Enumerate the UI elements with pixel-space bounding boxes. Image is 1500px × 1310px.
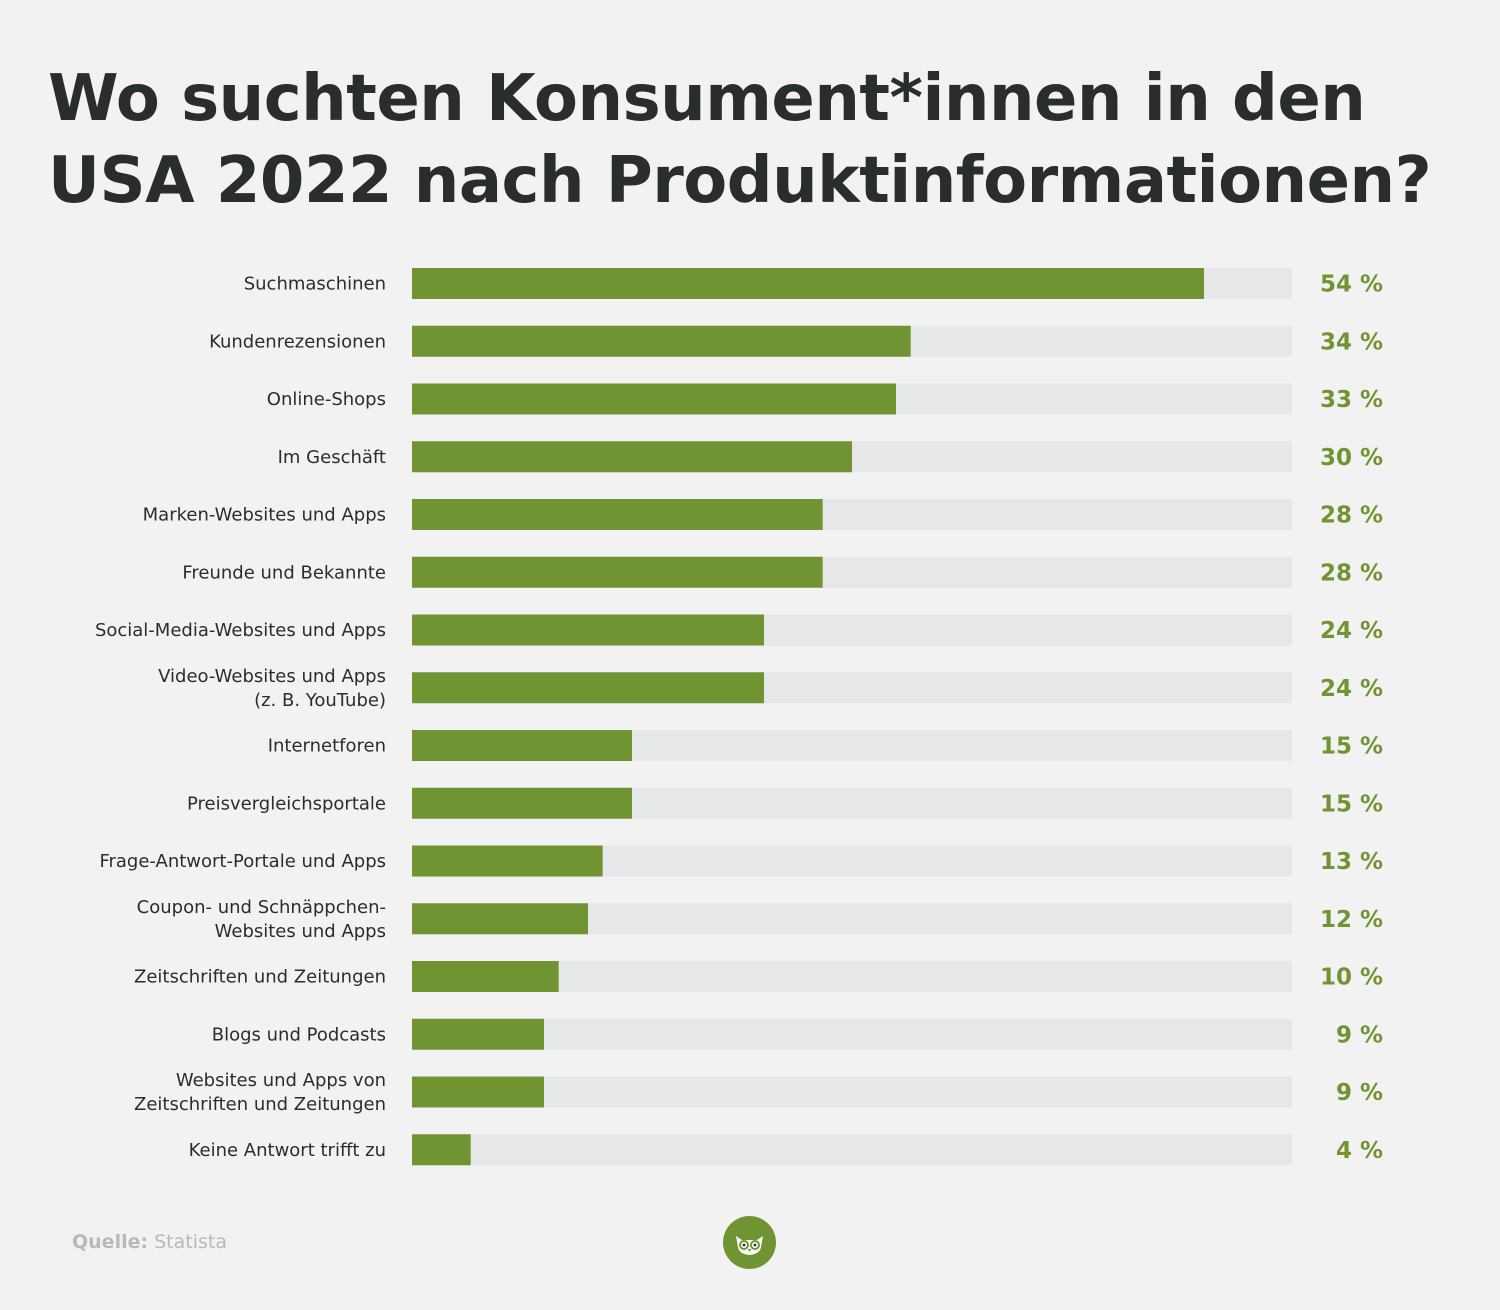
source-label: Quelle:	[72, 1231, 149, 1253]
bar-track	[412, 1076, 1292, 1108]
bar	[412, 672, 764, 704]
category-label: Websites und Apps von Zeitschriften und Z…	[134, 1070, 386, 1115]
bar	[412, 441, 852, 473]
bar	[412, 325, 911, 357]
category-label: Online-Shops	[267, 389, 386, 410]
value-label: 28 %	[1320, 503, 1383, 529]
category-label: Marken-Websites und Apps	[143, 505, 386, 526]
bar-track	[412, 1018, 1292, 1050]
category-label: Internetforen	[268, 736, 386, 757]
value-label: 10 %	[1320, 965, 1383, 991]
category-label: Frage-Antwort-Portale und Apps	[99, 851, 386, 872]
category-label: Kundenrezensionen	[209, 331, 386, 352]
value-label: 34 %	[1320, 329, 1383, 355]
value-label: 30 %	[1320, 445, 1383, 471]
bar	[412, 383, 896, 415]
category-label: Blogs und Podcasts	[212, 1024, 386, 1045]
value-label: 33 %	[1320, 387, 1383, 413]
source-value: Statista	[154, 1231, 227, 1253]
category-label: Video-Websites und Apps (z. B. YouTube)	[158, 666, 386, 711]
category-label: Im Geschäft	[278, 447, 386, 468]
bar	[412, 614, 764, 646]
value-label: 15 %	[1320, 791, 1383, 817]
value-label: 54 %	[1320, 272, 1383, 298]
bar	[412, 730, 632, 761]
bar	[412, 499, 823, 530]
bar-track	[412, 1134, 1292, 1166]
category-label: Coupon- und Schnäppchen-Websites und App…	[137, 897, 386, 942]
category-label: Zeitschriften und Zeitungen	[134, 967, 386, 988]
category-label: Freunde und Bekannte	[182, 562, 386, 583]
bar	[412, 845, 603, 877]
category-label: Keine Antwort trifft zu	[189, 1140, 386, 1161]
value-label: 13 %	[1320, 849, 1383, 875]
category-label: Social-Media-Websites und Apps	[95, 620, 386, 641]
category-label: Suchmaschinen	[244, 274, 386, 295]
chart-title: Wo suchten Konsument*innen in den USA 20…	[48, 62, 1432, 218]
owl-icon	[723, 1216, 776, 1269]
value-label: 28 %	[1320, 560, 1383, 586]
bar	[412, 1134, 471, 1166]
bar	[412, 787, 632, 819]
source-note: Quelle: Statista	[72, 1231, 227, 1253]
bar	[412, 961, 559, 992]
value-label: 9 %	[1336, 1022, 1383, 1048]
bar	[412, 1076, 544, 1108]
bar	[412, 268, 1204, 299]
value-label: 24 %	[1320, 676, 1383, 702]
category-label: Preisvergleichsportale	[187, 793, 386, 814]
value-label: 4 %	[1336, 1138, 1383, 1164]
value-label: 12 %	[1320, 907, 1383, 933]
value-label: 9 %	[1336, 1080, 1383, 1106]
bar	[412, 1018, 544, 1050]
value-label: 15 %	[1320, 734, 1383, 760]
bar	[412, 903, 588, 935]
bar	[412, 556, 823, 588]
value-label: 24 %	[1320, 618, 1383, 644]
